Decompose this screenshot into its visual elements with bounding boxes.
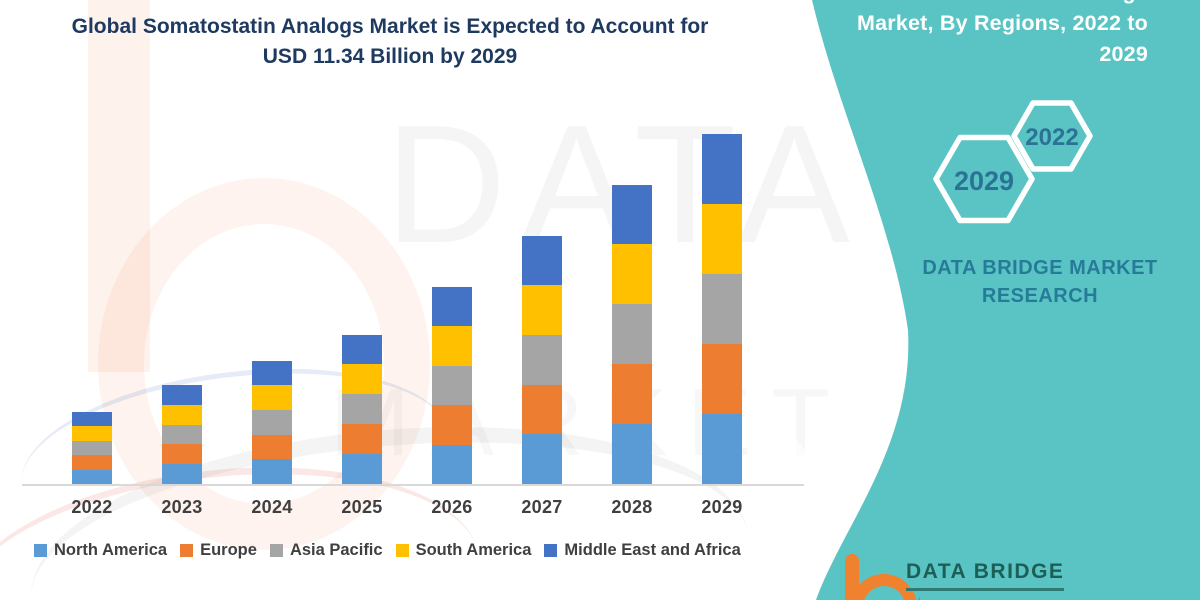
legend-label: South America — [415, 541, 532, 559]
x-axis-label-2026: 2026 — [431, 497, 473, 517]
bar-2022 — [72, 411, 112, 484]
legend-marker — [180, 544, 194, 557]
segment-europe — [342, 424, 382, 455]
segment-middle-east-and-africa — [522, 235, 562, 286]
segment-europe — [72, 455, 112, 470]
segment-middle-east-and-africa — [342, 334, 382, 365]
segment-north-america — [72, 469, 112, 484]
x-axis-label-2022: 2022 — [71, 497, 113, 517]
segment-middle-east-and-africa — [702, 133, 742, 204]
x-axis-label-2024: 2024 — [251, 497, 293, 517]
chart-title: Global Somatostatin Analogs Market is Ex… — [40, 12, 740, 72]
side-panel-heading-line2: 2029 — [1099, 42, 1148, 66]
segment-asia-pacific — [342, 394, 382, 425]
legend-marker — [269, 544, 283, 557]
legend-item-asia-pacific: Asia Pacific — [269, 541, 383, 560]
hexagon-2022 — [1011, 100, 1093, 172]
side-panel-heading: Global Somatostatin Analogs Market, By R… — [844, 0, 1148, 70]
segment-europe — [252, 434, 292, 460]
segment-north-america — [432, 444, 472, 484]
segment-south-america — [72, 426, 112, 441]
segment-south-america — [162, 404, 202, 425]
legend-label: Europe — [200, 541, 257, 559]
legend-item-north-america: North America — [34, 541, 167, 560]
panel-white-swoosh — [784, 434, 831, 600]
bar-2023 — [162, 385, 202, 484]
segment-asia-pacific — [162, 424, 202, 445]
segment-south-america — [522, 285, 562, 335]
segment-south-america — [702, 203, 742, 274]
x-axis-label-2029: 2029 — [701, 497, 743, 517]
segment-asia-pacific — [432, 365, 472, 405]
hexagon-2022-label: 2022 — [1025, 124, 1078, 151]
segment-asia-pacific — [702, 273, 742, 344]
chart-title-line2: USD 11.34 Billion by 2029 — [262, 45, 518, 68]
segment-asia-pacific — [612, 304, 652, 365]
footer-logo-wordmark: DATA BRIDGE — [906, 560, 1065, 591]
x-axis-label-2025: 2025 — [341, 497, 383, 517]
segment-europe — [612, 364, 652, 425]
segment-north-america — [252, 459, 292, 484]
segment-middle-east-and-africa — [252, 360, 292, 386]
hexagon-2029 — [933, 134, 1035, 224]
legend-marker — [544, 544, 558, 557]
segment-south-america — [612, 244, 652, 305]
segment-asia-pacific — [252, 409, 292, 435]
legend-item-middle-east-and-africa: Middle East and Africa — [544, 541, 741, 560]
hexagon-2029-label: 2029 — [954, 166, 1014, 196]
legend-label: Asia Pacific — [289, 541, 383, 559]
bar-2024 — [252, 360, 292, 484]
side-panel-heading-clipped: Global Somatostatin Analogs — [844, 0, 1148, 8]
legend-item-europe: Europe — [180, 541, 257, 560]
segment-middle-east-and-africa — [72, 411, 112, 426]
legend-label: North America — [54, 541, 168, 559]
bar-2027 — [522, 235, 562, 484]
chart-title-line1: Global Somatostatin Analogs Market is Ex… — [71, 15, 709, 38]
bar-2026 — [432, 286, 472, 484]
segment-europe — [432, 405, 472, 445]
segment-north-america — [162, 464, 202, 484]
legend-label: Middle East and Africa — [564, 541, 741, 559]
side-panel-brand-text: DATA BRIDGE MARKET RESEARCH — [880, 254, 1200, 310]
segment-middle-east-and-africa — [162, 385, 202, 405]
x-axis-label-2027: 2027 — [521, 497, 563, 517]
segment-europe — [522, 384, 562, 435]
segment-north-america — [522, 434, 562, 484]
segment-south-america — [342, 364, 382, 395]
segment-europe — [702, 343, 742, 414]
legend-marker — [395, 544, 409, 557]
segment-europe — [162, 444, 202, 465]
bar-2025 — [342, 334, 382, 484]
segment-middle-east-and-africa — [612, 184, 652, 245]
segment-middle-east-and-africa — [432, 286, 472, 326]
x-axis-line — [22, 484, 804, 486]
side-panel-heading-line1: Market, By Regions, 2022 to — [857, 11, 1148, 35]
segment-north-america — [342, 454, 382, 484]
bar-2029 — [702, 133, 742, 484]
segment-south-america — [432, 326, 472, 366]
brand-text-line1: DATA BRIDGE MARKET — [922, 257, 1158, 279]
x-axis-label-2028: 2028 — [611, 497, 653, 517]
legend-marker — [34, 544, 47, 557]
legend-item-south-america: South America — [395, 541, 532, 560]
brand-text-line2: RESEARCH — [981, 285, 1099, 307]
x-axis-label-2023: 2023 — [161, 497, 203, 517]
segment-asia-pacific — [522, 334, 562, 385]
segment-south-america — [252, 385, 292, 410]
segment-north-america — [702, 413, 742, 484]
segment-asia-pacific — [72, 440, 112, 455]
segment-north-america — [612, 424, 652, 484]
chart-legend: North America Europe Asia Pacific South Ame… — [34, 541, 741, 560]
bar-2028 — [612, 184, 652, 484]
